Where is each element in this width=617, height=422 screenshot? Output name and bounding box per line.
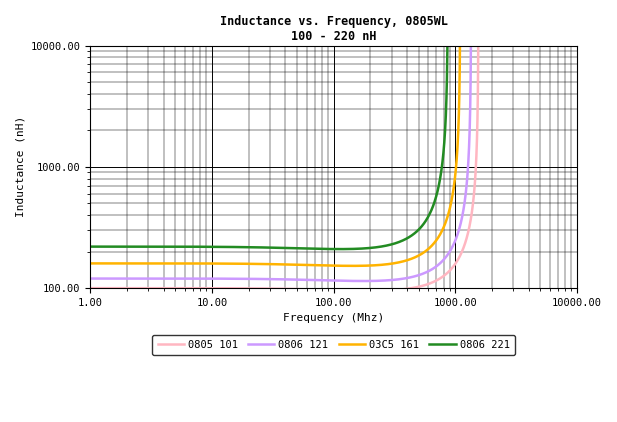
Line: 0805 101: 0805 101 (90, 0, 478, 291)
03C5 161 (375, 262, 382, 268)
0805 101 (447, 267, 455, 272)
0805 101 (111, 286, 118, 291)
Line: 0806 221: 0806 221 (90, 0, 448, 249)
0806 121 (447, 247, 455, 252)
0806 221 (263, 245, 270, 250)
03C5 161 (86, 261, 94, 266)
03C5 161 (395, 260, 403, 265)
Legend: 0805 101, 0806 121, 03C5 161, 0806 221: 0805 101, 0806 121, 03C5 161, 0806 221 (152, 335, 515, 355)
0806 121 (111, 276, 118, 281)
0806 121 (395, 277, 403, 282)
Line: 0806 121: 0806 121 (90, 0, 471, 281)
0806 221 (375, 244, 382, 249)
03C5 161 (447, 200, 455, 205)
0805 101 (395, 287, 403, 292)
0806 221 (86, 244, 94, 249)
X-axis label: Frequency (Mhz): Frequency (Mhz) (283, 314, 384, 323)
0806 221 (395, 239, 403, 244)
Title: Inductance vs. Frequency, 0805WL
100 - 220 nH: Inductance vs. Frequency, 0805WL 100 - 2… (220, 15, 448, 43)
03C5 161 (111, 261, 118, 266)
0806 121 (263, 276, 270, 281)
0806 221 (111, 244, 118, 249)
0805 101 (263, 286, 270, 291)
0805 101 (473, 133, 481, 138)
0805 101 (86, 286, 94, 291)
Y-axis label: Inductance (nH): Inductance (nH) (15, 116, 25, 217)
0806 121 (375, 278, 382, 283)
0805 101 (375, 288, 382, 293)
Line: 03C5 161: 03C5 161 (90, 0, 460, 266)
03C5 161 (263, 262, 270, 267)
0806 121 (86, 276, 94, 281)
